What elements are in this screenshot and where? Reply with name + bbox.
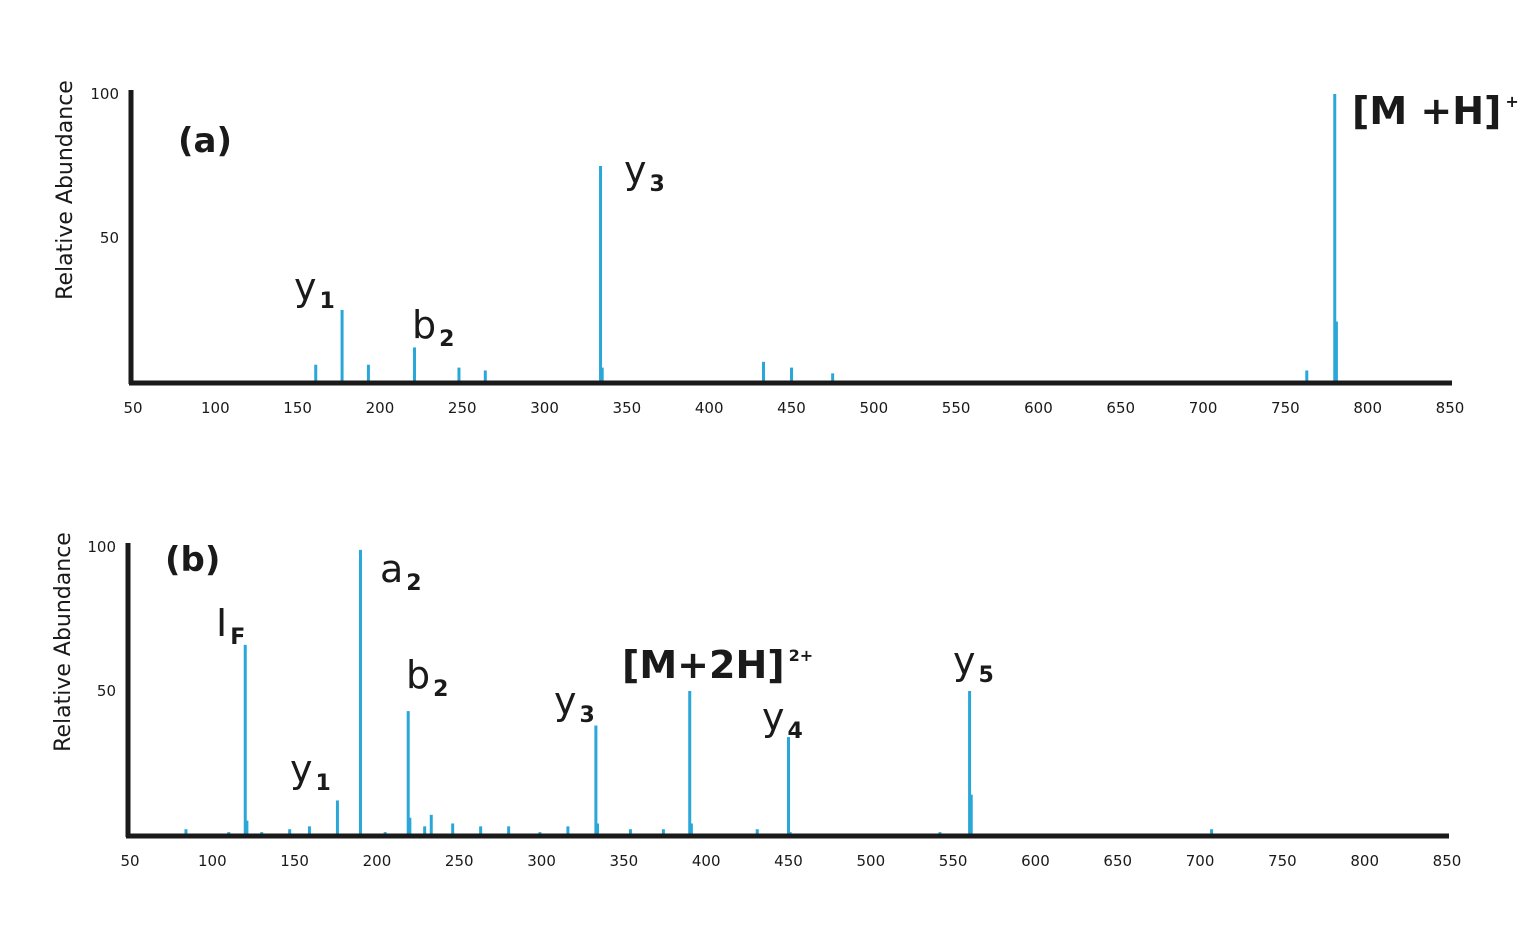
x-tick-label: 300	[527, 852, 556, 870]
x-tick-label: 50	[123, 399, 142, 417]
x-tick-label: 850	[1433, 852, 1462, 870]
panel-label: (a)	[178, 121, 232, 161]
x-tick-label: 850	[1436, 399, 1465, 417]
x-tick-label: 400	[695, 399, 724, 417]
x-tick-label: 350	[613, 399, 642, 417]
x-tick-label: 800	[1350, 852, 1379, 870]
x-tick-label: 250	[445, 852, 474, 870]
x-tick-label: 700	[1186, 852, 1215, 870]
spectrum-panel-a: 50 100 150 200 250 300 350 400 450 500 550 600 650 70…	[53, 80, 1519, 417]
x-tick-label: 550	[942, 399, 971, 417]
x-tick-label: 600	[1024, 399, 1053, 417]
x-tick-label: 250	[448, 399, 477, 417]
x-tick-label: 650	[1103, 852, 1132, 870]
panel-label: (b)	[165, 540, 220, 580]
spectrum-panel-b: 50 100 150 200 250 300 350 400 450 500 550 600 650 70…	[51, 532, 1461, 870]
x-tick-label: 100	[201, 399, 230, 417]
x-tick-label: 650	[1106, 399, 1135, 417]
x-tick-label: 350	[610, 852, 639, 870]
x-tick-label: 750	[1268, 852, 1297, 870]
x-tick-label: 400	[692, 852, 721, 870]
peak-annotation: [M +H] +	[1352, 89, 1519, 133]
x-tick-label: 800	[1353, 399, 1382, 417]
x-tick-label: 600	[1021, 852, 1050, 870]
x-tick-label: 700	[1189, 399, 1218, 417]
x-tick-label: 150	[283, 399, 312, 417]
x-tick-label: 500	[859, 399, 888, 417]
y-tick-label: 50	[100, 229, 119, 247]
x-tick-label: 50	[120, 852, 139, 870]
x-tick-label: 100	[198, 852, 227, 870]
y-tick-label: 50	[97, 682, 116, 700]
peak-annotation: [M+2H] 2+	[622, 643, 813, 687]
y-axis-label: Relative Abundance	[51, 532, 76, 752]
x-tick-label: 200	[363, 852, 392, 870]
x-tick-label: 450	[774, 852, 803, 870]
x-tick-label: 750	[1271, 399, 1300, 417]
x-tick-label: 500	[856, 852, 885, 870]
y-axis-label: Relative Abundance	[53, 80, 78, 300]
x-tick-label: 550	[939, 852, 968, 870]
y-tick-label: 100	[87, 538, 116, 556]
y-tick-label: 100	[90, 85, 119, 103]
x-tick-label: 200	[366, 399, 395, 417]
x-tick-label: 150	[280, 852, 309, 870]
x-tick-label: 300	[530, 399, 559, 417]
x-tick-label: 450	[777, 399, 806, 417]
